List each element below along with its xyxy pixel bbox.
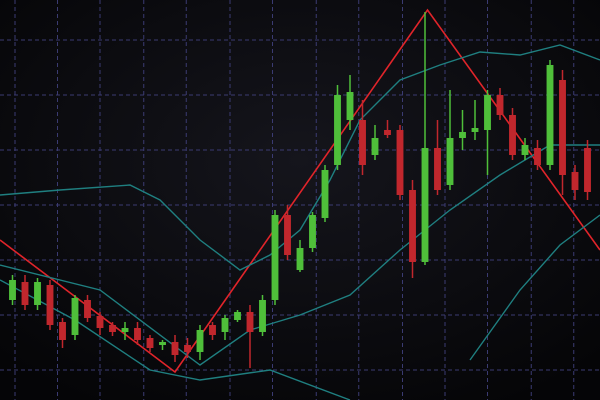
candle-body [34, 282, 41, 305]
candle-body [121, 328, 129, 332]
candle-body [546, 65, 554, 165]
candle-body [509, 115, 516, 155]
candle-body [234, 312, 241, 320]
candle-body [421, 148, 429, 262]
candle-body [159, 342, 166, 345]
candle-body [346, 92, 354, 120]
candle-body [109, 325, 116, 332]
candle-body [396, 130, 404, 195]
indicator-line [0, 279, 351, 400]
candle-body [84, 300, 91, 318]
candle-body [146, 338, 154, 348]
indicator-line [0, 44, 600, 271]
indicator-line [469, 214, 600, 361]
candle-body [321, 170, 329, 218]
candle-body [471, 128, 479, 132]
candle-body [521, 145, 529, 155]
indicator-line [0, 144, 600, 366]
candle-body [259, 300, 266, 332]
candle-body [221, 318, 229, 332]
candle-body [571, 172, 579, 190]
candle-body [359, 120, 366, 165]
candle-body [446, 138, 454, 185]
candle-body [196, 330, 204, 352]
candle-body [584, 148, 591, 192]
candle-body [484, 95, 491, 130]
candle-body [184, 345, 191, 352]
candle-body [309, 215, 316, 248]
candle-body [271, 215, 279, 300]
candle-body [21, 282, 29, 305]
candle-body [96, 316, 104, 328]
candle-body [384, 130, 391, 135]
candle-body [534, 148, 541, 165]
candle-body [496, 95, 504, 115]
candle-body [409, 190, 416, 262]
candle-body [459, 132, 466, 138]
candle-body [284, 215, 291, 255]
candle-body [334, 95, 341, 165]
candle-body [559, 80, 566, 175]
candle-body [46, 285, 54, 325]
candle-body [209, 325, 216, 335]
candle-body [171, 342, 179, 355]
candle-body [371, 138, 379, 155]
candle-body [434, 148, 441, 190]
candle-body [71, 298, 79, 335]
candle-body [9, 280, 16, 300]
candle-body [296, 248, 304, 270]
candle-body [59, 322, 66, 340]
candle-body [246, 312, 254, 332]
candle-body [134, 328, 141, 340]
